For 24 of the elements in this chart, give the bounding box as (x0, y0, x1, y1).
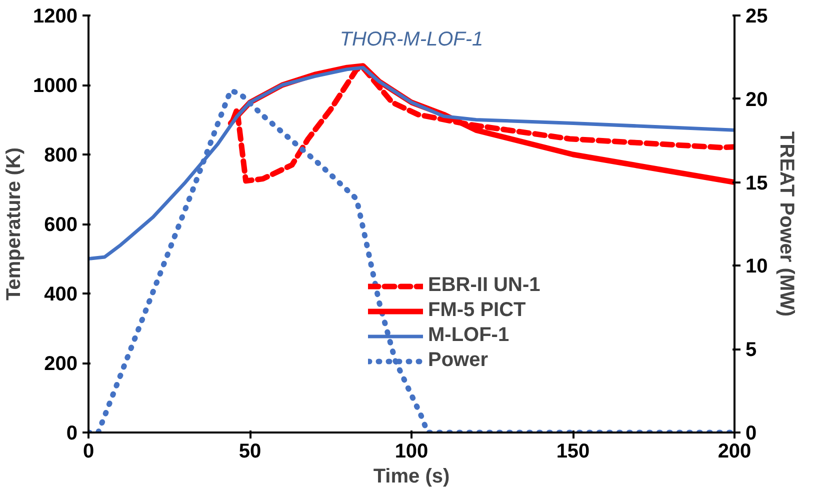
y-tick-label: 200 (44, 353, 78, 375)
text: THOR-M-LOF-1 (340, 28, 484, 50)
legend-label: FM-5 PICT (428, 299, 526, 322)
legend-label: Power (428, 349, 488, 372)
legend-label: M-LOF-1 (428, 324, 510, 347)
y2-tick-label: 5 (746, 339, 757, 362)
y2-tick-label: 10 (746, 256, 768, 278)
y-tick-label: 1000 (33, 75, 78, 97)
y2-axis-title: TREAT Power (MW) (776, 131, 798, 317)
y-tick-label: 0 (66, 422, 78, 444)
y-tick-label: 600 (44, 214, 78, 236)
y-tick-label: 1200 (33, 6, 78, 28)
x-tick-label: 50 (238, 440, 262, 462)
y2-tick-label: 15 (746, 172, 768, 194)
x-tick-label: 100 (394, 440, 428, 462)
y2-tick-label: 20 (746, 88, 768, 111)
x-tick-label: 0 (82, 440, 94, 462)
y-tick-label: 800 (44, 144, 78, 166)
y-axis-title: Temperature (K) (3, 147, 26, 300)
y2-tick-label: 25 (746, 6, 768, 28)
x-axis-title: Time (s) (373, 466, 450, 488)
x-tick-label: 150 (556, 440, 590, 462)
y-tick-label: 400 (44, 284, 78, 306)
legend-label: EBR-II UN-1 (428, 274, 540, 297)
